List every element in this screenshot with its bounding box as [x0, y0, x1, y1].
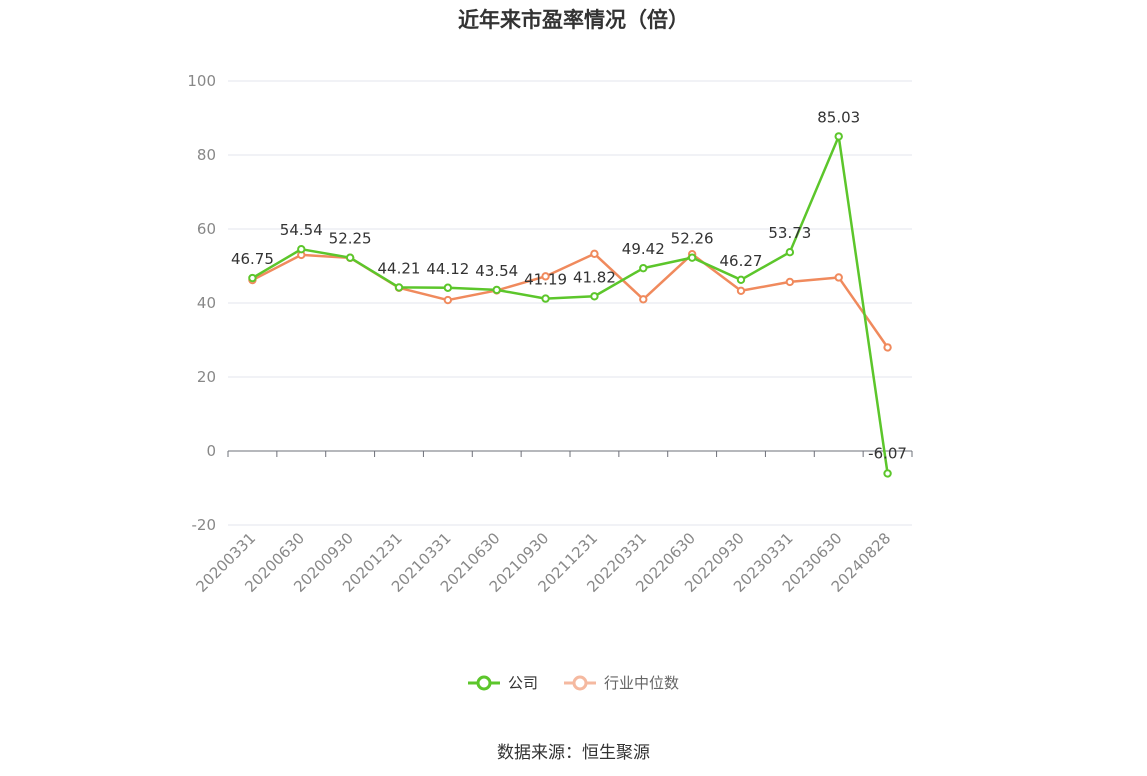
data-label: 49.42: [622, 240, 665, 258]
data-point: [736, 275, 746, 285]
y-tick-label: 20: [197, 368, 216, 386]
data-point: [248, 273, 257, 283]
data-label: -6.07: [868, 444, 907, 462]
data-label: 52.25: [329, 230, 372, 248]
legend-industry-label: 行业中位数: [604, 674, 680, 692]
y-tick-label: 40: [197, 294, 216, 312]
data-point: [541, 272, 550, 281]
series-line: [251, 252, 889, 349]
data-point: [541, 294, 550, 303]
data-point: [443, 295, 453, 305]
data-point: [345, 253, 355, 262]
chart-title: 近年来市盈率情况（倍）: [458, 8, 689, 32]
legend-industry-icon: [564, 675, 596, 690]
data-label: 85.03: [817, 108, 860, 126]
data-point: [443, 283, 453, 292]
y-tick-label: 60: [197, 220, 216, 238]
data-label: 44.12: [426, 260, 469, 278]
data-label: 46.75: [231, 250, 274, 268]
y-tick-label: 100: [187, 72, 216, 90]
data-label: 52.26: [671, 230, 714, 248]
data-point: [492, 285, 501, 295]
y-tick-label: -20: [192, 516, 217, 534]
data-point: [590, 292, 599, 301]
data-point: [736, 286, 746, 295]
data-label: 44.21: [378, 259, 421, 277]
data-label: 41.82: [573, 268, 616, 286]
source-note: 数据来源：恒生聚源: [497, 743, 650, 763]
axis-layer: -200204060801002020033120200630202009302…: [187, 72, 913, 596]
data-label: 53.73: [768, 224, 811, 242]
data-point: [883, 343, 892, 352]
data-point: [687, 253, 697, 262]
data-label: 54.54: [280, 221, 323, 239]
data-point: [394, 283, 404, 292]
legend: 公司 行业中位数: [0, 672, 1147, 693]
data-point: [785, 247, 795, 257]
data-point: [590, 249, 599, 258]
legend-company-icon: [467, 675, 500, 690]
data-label: 41.19: [524, 271, 567, 289]
data-point: [883, 469, 892, 478]
y-tick-label: 80: [197, 146, 216, 164]
y-tick-label: 0: [206, 442, 216, 460]
series-line: [251, 135, 889, 474]
data-point: [834, 273, 843, 282]
data-point: [639, 263, 648, 273]
legend-company-label: 公司: [507, 674, 538, 692]
data-label: 46.27: [720, 252, 763, 270]
data-point: [297, 245, 306, 254]
data-label: 43.54: [475, 262, 518, 280]
grid-layer: [228, 80, 912, 526]
data-point: [834, 132, 843, 141]
data-point: [785, 277, 795, 287]
legend-item-company[interactable]: 公司: [467, 672, 538, 693]
legend-item-industry[interactable]: 行业中位数: [564, 672, 679, 693]
data-point: [639, 295, 648, 304]
series-layer: [248, 132, 892, 478]
label-layer: 46.75 54.54 52.25 44.21 44.12 43.54 41.19 41.82…: [231, 108, 907, 462]
